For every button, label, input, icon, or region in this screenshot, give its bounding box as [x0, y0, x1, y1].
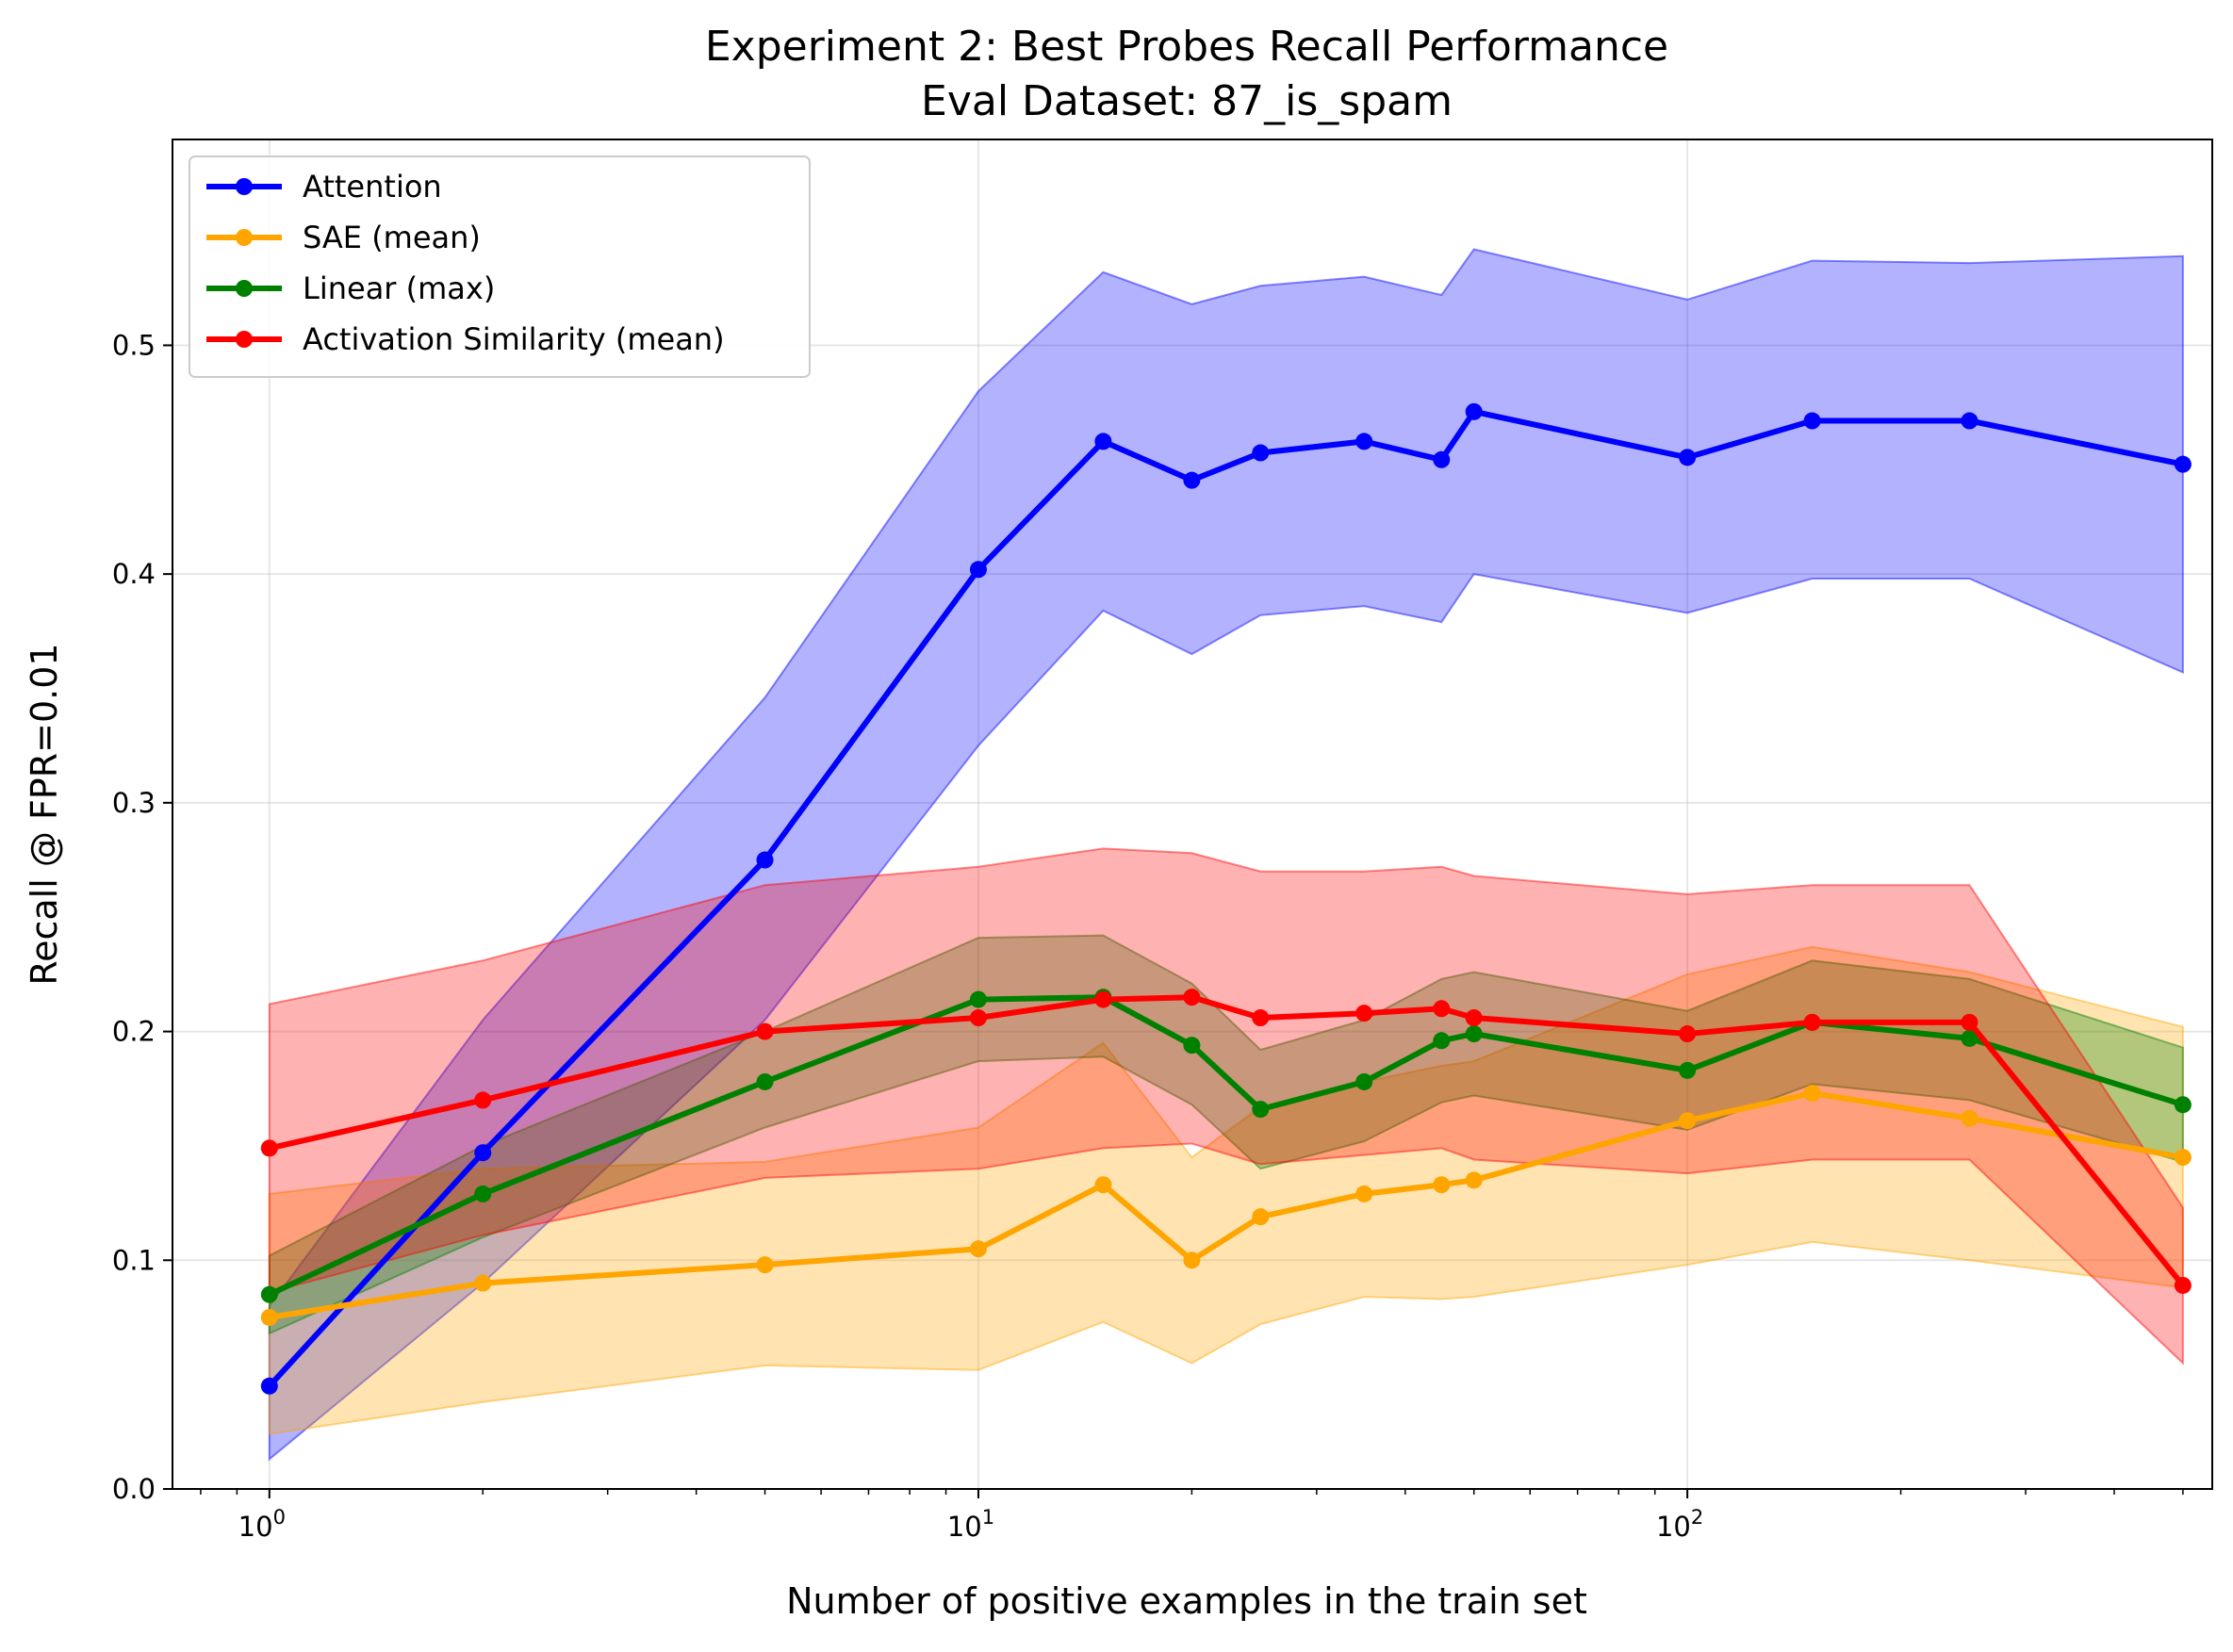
legend-swatch-marker: [236, 178, 253, 195]
data-point: [1803, 1013, 1821, 1031]
data-point: [1252, 1208, 1270, 1226]
data-point: [1252, 444, 1270, 462]
legend: Attention SAE (mean) Linear (max) Activatio…: [189, 155, 811, 378]
data-point: [1679, 449, 1697, 466]
series-lines: [260, 402, 2192, 1395]
legend-label: Activation Similarity (mean): [303, 321, 725, 357]
legend-label: Attention: [303, 169, 442, 204]
data-point: [1961, 1029, 1979, 1047]
series-line: [269, 1090, 2184, 1320]
data-point: [1355, 1072, 1373, 1090]
data-point: [474, 1274, 492, 1292]
data-point: [260, 1285, 278, 1303]
data-point: [1465, 1009, 1483, 1027]
data-point: [1252, 1101, 1270, 1119]
data-point: [1803, 1085, 1821, 1103]
data-point: [1679, 1061, 1697, 1079]
chart-subtitle: Eval Dataset: 87_is_spam: [921, 77, 1453, 125]
data-point: [2174, 455, 2192, 473]
data-point: [1183, 471, 1201, 489]
series-line: [267, 408, 2184, 1388]
data-point: [1961, 412, 1979, 430]
x-axis-label: Number of positive examples in the train…: [786, 1580, 1587, 1622]
data-point: [1355, 1185, 1373, 1202]
x-tick-exponent: 0: [273, 1506, 286, 1529]
data-point: [1252, 1009, 1270, 1027]
legend-label: SAE (mean): [303, 220, 481, 255]
data-point: [969, 561, 987, 579]
data-point: [1094, 433, 1112, 450]
data-point: [1679, 1112, 1697, 1130]
legend-swatch-marker: [236, 331, 253, 348]
series-line: [269, 994, 2186, 1287]
data-point: [1679, 1025, 1697, 1043]
data-point: [1803, 412, 1821, 430]
data-point: [2174, 1276, 2192, 1294]
data-point: [756, 1022, 774, 1040]
data-point: [969, 1240, 987, 1258]
data-point: [756, 1072, 774, 1090]
data-point: [1355, 433, 1373, 450]
confidence-band: [268, 248, 2184, 1462]
data-point: [1433, 1176, 1451, 1194]
data-point: [969, 1009, 987, 1027]
data-point: [1465, 402, 1483, 420]
data-point: [1355, 1005, 1373, 1022]
legend-label: Linear (max): [303, 270, 495, 306]
y-tick-label: 0.0: [112, 1473, 156, 1505]
chart-title: Experiment 2: Best Probes Recall Perform…: [705, 23, 1668, 71]
data-point: [1465, 1025, 1483, 1043]
y-tick-label: 0.2: [112, 1016, 156, 1048]
data-point: [1183, 989, 1201, 1006]
series-line: [268, 994, 2184, 1298]
legend-swatch-marker: [236, 280, 253, 297]
data-point: [474, 1091, 492, 1109]
data-point: [474, 1185, 492, 1202]
data-point: [2174, 1096, 2192, 1114]
data-point: [1961, 1013, 1979, 1031]
x-tick-exponent: 1: [982, 1506, 994, 1529]
y-tick-label: 0.3: [112, 787, 156, 819]
data-point: [1183, 1037, 1201, 1055]
data-point: [756, 851, 774, 869]
x-tick-exponent: 2: [1691, 1506, 1703, 1529]
x-tick-label: 100: [238, 1506, 286, 1543]
data-point: [1094, 1176, 1112, 1194]
data-point: [1433, 1032, 1451, 1050]
data-point: [1433, 1000, 1451, 1018]
data-point: [1094, 990, 1112, 1008]
data-point: [474, 1144, 492, 1162]
data-point: [756, 1256, 774, 1274]
data-point: [1465, 1171, 1483, 1189]
y-tick-label: 0.1: [112, 1244, 156, 1276]
legend-swatch-marker: [236, 229, 253, 246]
data-point: [260, 1139, 278, 1157]
data-point: [260, 1377, 278, 1395]
confidence-band: [268, 847, 2184, 1366]
data-point: [1183, 1251, 1201, 1269]
data-point: [2174, 1149, 2192, 1167]
y-axis-label: Recall @ FPR=0.01: [24, 643, 65, 985]
data-point: [969, 990, 987, 1008]
y-tick-label: 0.4: [112, 558, 156, 590]
legend-box: [189, 155, 811, 378]
data-point: [1961, 1109, 1979, 1127]
data-point: [260, 1308, 278, 1326]
data-point: [1433, 450, 1451, 468]
y-tick-label: 0.5: [112, 329, 156, 361]
